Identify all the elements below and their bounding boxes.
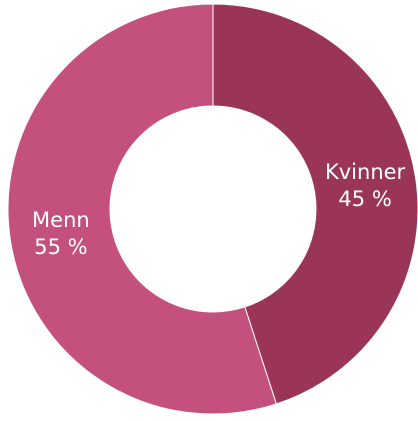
slice-label: Menn — [32, 208, 90, 232]
slice-value-label: 45 % — [338, 187, 391, 211]
slice-value-label: 55 % — [34, 235, 87, 259]
slice-label: Kvinner — [325, 160, 406, 184]
donut-slice — [7, 3, 277, 415]
donut-slice — [212, 3, 418, 405]
